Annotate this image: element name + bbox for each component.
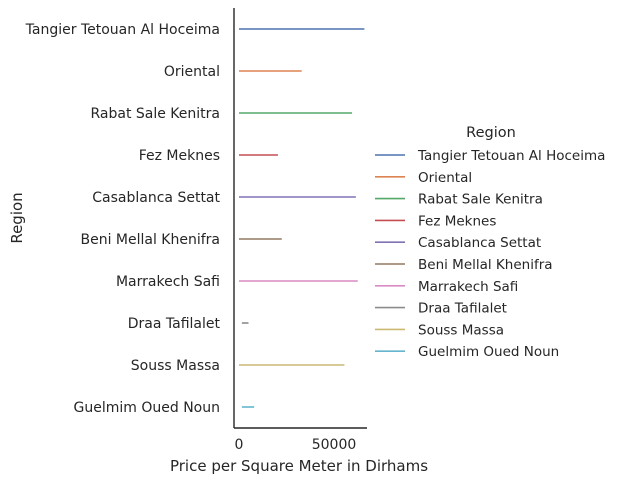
y-axis-title: Region (8, 192, 26, 243)
y-tick-label: Beni Mellal Khenifra (80, 232, 220, 248)
legend-label: Oriental (418, 170, 472, 186)
legend-label: Souss Massa (418, 322, 504, 338)
plot-area (239, 28, 365, 408)
legend-label: Rabat Sale Kenitra (418, 192, 543, 208)
x-tick-label: 50000 (312, 437, 357, 453)
y-tick-label: Rabat Sale Kenitra (90, 106, 220, 122)
legend: Region Tangier Tetouan Al Hoceima Orienta… (375, 125, 605, 360)
legend-label: Draa Tafilalet (418, 301, 507, 317)
legend-label: Casablanca Settat (418, 235, 541, 251)
y-tick-label: Casablanca Settat (92, 190, 220, 206)
legend-label: Marrakech Safi (418, 279, 518, 295)
y-tick-label: Souss Massa (131, 358, 220, 374)
legend-label: Fez Meknes (418, 213, 496, 229)
legend-label: Beni Mellal Khenifra (418, 257, 553, 273)
y-tick-label: Draa Tafilalet (128, 316, 221, 332)
y-tick-label: Oriental (164, 64, 220, 80)
y-tick-label: Guelmim Oued Noun (74, 400, 220, 416)
legend-title: Region (466, 125, 516, 141)
y-tick-label: Fez Meknes (139, 148, 220, 164)
legend-label: Tangier Tetouan Al Hoceima (417, 148, 605, 164)
x-axis-title: Price per Square Meter in Dirhams (170, 457, 428, 475)
y-tick-label: Marrakech Safi (116, 274, 220, 290)
y-tick-label: Tangier Tetouan Al Hoceima (25, 22, 220, 38)
x-axis: 0 50000 (234, 427, 367, 453)
y-axis: Tangier Tetouan Al Hoceima Oriental Rabat … (25, 8, 235, 428)
legend-label: Guelmim Oued Noun (418, 344, 559, 360)
x-tick-label: 0 (235, 437, 244, 453)
